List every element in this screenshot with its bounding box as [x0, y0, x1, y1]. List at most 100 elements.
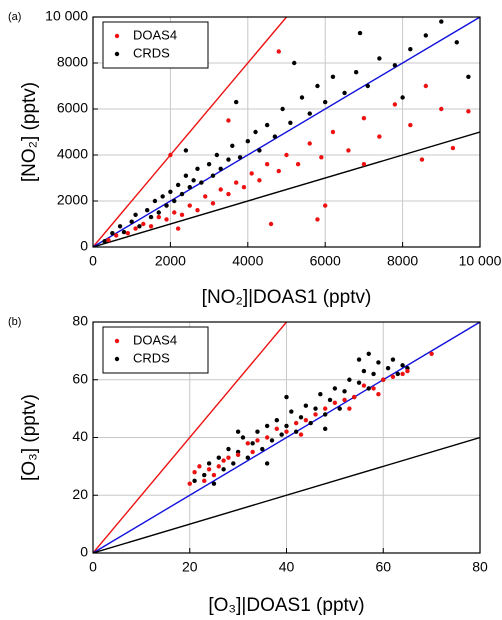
point [293, 420, 299, 426]
point [357, 30, 363, 36]
point [183, 148, 189, 153]
point [280, 106, 285, 112]
point [284, 152, 289, 158]
x-tick-label: 0 [89, 253, 97, 269]
point [226, 191, 231, 197]
point [206, 461, 212, 466]
x-tick-label: 60 [375, 559, 391, 575]
point [323, 99, 328, 105]
point [183, 173, 189, 178]
point [156, 210, 161, 215]
point [187, 185, 192, 190]
point [315, 217, 320, 222]
x-tick-label: 20 [182, 559, 198, 575]
point [307, 141, 312, 146]
point [187, 203, 192, 208]
point [172, 210, 177, 215]
point [342, 389, 347, 394]
y-tick-label: 2000 [57, 192, 88, 208]
point [235, 429, 241, 434]
y-axis-title: [O₃] (pptv) [19, 394, 40, 481]
legend-marker [114, 356, 120, 362]
point [466, 109, 471, 114]
point [400, 363, 405, 368]
point [133, 226, 138, 231]
point [264, 435, 270, 440]
point [160, 194, 165, 199]
panel-label: (a) [8, 11, 21, 23]
point [323, 426, 328, 432]
point [102, 239, 107, 244]
point [211, 481, 217, 486]
point [245, 455, 250, 460]
point [353, 70, 359, 75]
point [117, 224, 123, 229]
point [257, 178, 262, 183]
point [168, 189, 173, 194]
point [395, 371, 400, 377]
point [125, 231, 131, 236]
point [264, 423, 270, 429]
point [292, 60, 297, 66]
point [191, 178, 196, 183]
x-tick-label: 10 000 [459, 253, 502, 269]
y-tick-label: 6000 [57, 100, 88, 116]
point [221, 458, 226, 463]
reference-line [93, 17, 288, 247]
point [313, 406, 318, 411]
point [313, 412, 318, 417]
point [303, 403, 309, 408]
point [195, 166, 200, 171]
x-axis-title: [O₃]|DOAS1 (pptv) [208, 595, 364, 616]
point [202, 478, 207, 484]
point [371, 371, 376, 377]
point [318, 391, 323, 397]
point [195, 208, 200, 213]
point [352, 394, 357, 400]
point [226, 118, 231, 123]
point [346, 148, 351, 153]
point [323, 406, 328, 411]
point [168, 152, 173, 158]
point [210, 201, 216, 206]
point [330, 129, 336, 135]
legend-marker [114, 51, 120, 57]
point [423, 33, 429, 38]
point [303, 417, 309, 423]
point [400, 95, 405, 100]
point [365, 83, 370, 89]
point [245, 139, 250, 144]
point [141, 221, 146, 227]
point [199, 180, 204, 185]
point [210, 173, 216, 178]
point [114, 233, 119, 238]
point [408, 47, 413, 52]
point [454, 40, 459, 45]
point [439, 106, 444, 112]
point [175, 226, 181, 231]
point [264, 461, 270, 466]
point [206, 162, 212, 167]
point [276, 49, 281, 54]
y-tick-label: 10 000 [45, 8, 88, 24]
point [269, 438, 275, 443]
point [179, 212, 185, 217]
point [237, 155, 243, 160]
point [179, 191, 185, 197]
point [342, 90, 347, 96]
point [156, 214, 161, 220]
point [298, 415, 304, 420]
point [332, 386, 338, 391]
point [323, 203, 328, 208]
point [356, 357, 362, 362]
point [377, 134, 382, 139]
point [419, 157, 425, 162]
point [450, 145, 456, 151]
point [250, 441, 255, 446]
point [293, 429, 299, 434]
point [342, 397, 347, 403]
point [230, 143, 235, 148]
point [110, 231, 115, 236]
point [330, 74, 336, 80]
point [376, 360, 381, 365]
